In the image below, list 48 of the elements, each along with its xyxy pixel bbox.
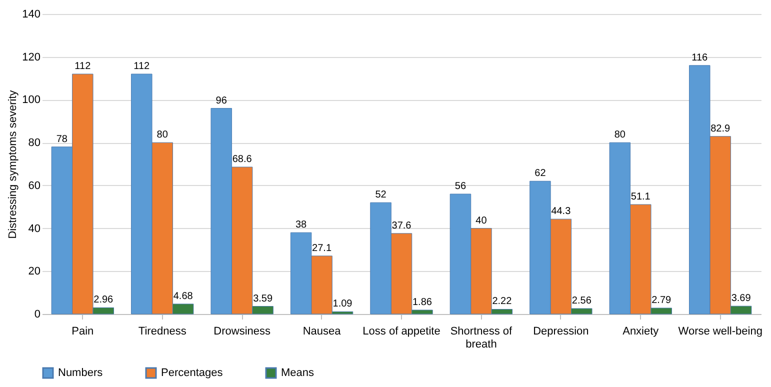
y-tick-label: 0 (34, 308, 40, 320)
data-label: 37.6 (392, 220, 412, 232)
data-label: 78 (56, 134, 68, 145)
x-tick-label: Tiredness (138, 326, 187, 338)
x-tick-label: Drowsiness (214, 326, 271, 338)
legend-label: Means (281, 367, 315, 379)
x-tick-label: Pain (72, 326, 94, 338)
x-tick-label: Anxiety (622, 326, 660, 338)
data-label: 62 (534, 168, 546, 180)
x-tick-label: Nausea (302, 326, 342, 338)
y-tick-label: 60 (28, 180, 40, 192)
data-label: 40 (476, 215, 488, 226)
legend-label: Numbers (58, 367, 104, 379)
data-label: 80 (156, 130, 168, 141)
y-tick-label: 80 (28, 137, 40, 150)
x-tick-label: Loss of appetite (362, 326, 440, 338)
data-label: 44.3 (551, 206, 572, 218)
data-label: 80 (614, 130, 626, 141)
data-label: 116 (692, 52, 708, 64)
y-tick-label: 40 (28, 222, 40, 235)
data-label: 52 (375, 190, 387, 201)
data-label: 1.09 (332, 298, 353, 310)
data-label: 4.68 (173, 290, 194, 302)
legend-label: Percentages (161, 367, 224, 379)
data-label: 51.1 (630, 192, 651, 202)
data-label: 112 (134, 61, 150, 72)
data-label: 2.22 (492, 296, 512, 308)
y-tick-label: 100 (22, 94, 40, 106)
data-label: 2.96 (94, 294, 114, 306)
data-label: 82.9 (710, 123, 731, 134)
data-label: 112 (74, 61, 92, 72)
x-tick-label: Depression (533, 326, 589, 338)
y-tick-label: 140 (22, 8, 40, 20)
data-label: 3.59 (253, 293, 273, 304)
data-label: 68.6 (232, 154, 252, 165)
y-tick-label: 120 (22, 51, 40, 64)
data-label: 27.1 (312, 242, 332, 254)
data-label: 96 (216, 95, 228, 106)
data-label: 3.69 (731, 293, 752, 304)
data-label: 1.86 (412, 297, 432, 308)
x-tick-label: Shortness of breath (450, 326, 514, 350)
data-label: 38 (296, 220, 308, 231)
data-label: 2.79 (652, 295, 672, 306)
data-label: 2.56 (572, 296, 592, 307)
y-tick-label: 20 (28, 266, 40, 278)
y-axis-title: Distressing symptoms severity (7, 90, 20, 239)
data-label: 56 (454, 181, 466, 192)
x-tick-label: Worse well-being (678, 326, 762, 338)
